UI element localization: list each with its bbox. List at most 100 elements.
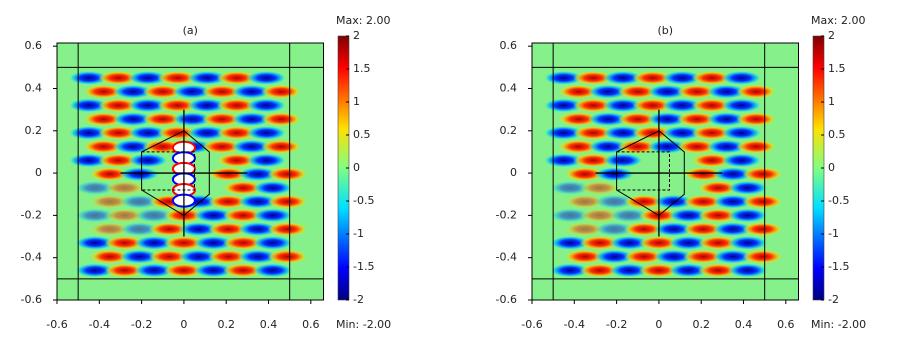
wave-lobe: [691, 98, 732, 113]
wave-lobe: [267, 194, 308, 209]
wave-lobe: [89, 249, 130, 264]
wave-lobe: [208, 249, 249, 264]
field: [532, 43, 799, 300]
wave-lobe: [104, 263, 145, 278]
colorbar-tick-label: -0.5: [353, 194, 374, 207]
colorbar-tick-label: -0.5: [828, 194, 849, 207]
wave-lobe: [216, 125, 257, 140]
wave-lobe: [89, 167, 130, 182]
wave-lobe: [588, 84, 629, 99]
wave-lobe: [594, 194, 635, 209]
wave-lobe: [127, 125, 168, 140]
x-tick-label: -0.4: [89, 318, 110, 331]
wave-lobe: [683, 194, 724, 209]
wave-lobe: [668, 235, 709, 250]
wave-lobe: [104, 208, 145, 223]
wave-lobe: [712, 167, 753, 182]
wave-lobe: [721, 98, 762, 113]
colorbar-tick-label: -1.5: [353, 260, 374, 273]
colorbar-tick-label: -2: [353, 293, 364, 306]
colorbar-tick-label: 1.5: [353, 62, 371, 75]
panel: (b) -0.6 -0.4 -0.2 0 0.2 0.4 0.6 -0.6 -0.4 -0.2 0 0.…: [496, 14, 867, 331]
wave-lobe: [698, 235, 739, 250]
wave-lobe: [134, 235, 175, 250]
wave-lobe: [149, 222, 190, 237]
wave-lobe: [75, 235, 116, 250]
wave-lobe: [223, 235, 264, 250]
wave-lobe: [172, 112, 213, 127]
wave-lobe: [564, 194, 605, 209]
wave-lobe: [736, 139, 777, 154]
wave-lobe: [579, 263, 620, 278]
wave-lobe: [208, 194, 249, 209]
y-tick-label: -0.2: [496, 208, 517, 221]
wave-lobe: [698, 263, 739, 278]
colorbar-tick-label: 1: [353, 95, 360, 108]
wave-lobe: [193, 235, 234, 250]
x-tick-label: 0.6: [302, 318, 320, 331]
colorbar-tick-label: -1: [353, 227, 364, 240]
wave-lobe: [676, 84, 717, 99]
wave-lobe: [691, 125, 732, 140]
wave-lobe: [172, 84, 213, 99]
wave-lobe: [187, 98, 228, 113]
y-tick-label: 0: [510, 166, 517, 179]
colorbar-tick-label: 1: [828, 95, 835, 108]
wave-lobe: [89, 222, 130, 237]
wave-lobe: [98, 70, 139, 85]
colorbar-max-label: Max: 2.00: [811, 14, 865, 27]
wave-lobe: [104, 235, 145, 250]
x-tick-label: -0.6: [46, 318, 67, 331]
y-tick-label: 0.6: [25, 39, 43, 52]
wave-lobe: [550, 235, 591, 250]
wave-lobe: [201, 139, 242, 154]
wave-lobe: [647, 139, 688, 154]
wave-lobe: [267, 222, 308, 237]
wave-lobe: [721, 153, 762, 168]
wave-lobe: [736, 84, 777, 99]
wave-lobe: [609, 208, 650, 223]
x-tick-label: 0.4: [735, 318, 753, 331]
wave-lobe: [712, 222, 753, 237]
wave-lobe: [252, 208, 293, 223]
wave-lobe: [237, 222, 278, 237]
wave-lobe: [564, 222, 605, 237]
wave-lobe: [573, 98, 614, 113]
plot-frame: [56, 42, 325, 301]
wave-lobe: [588, 112, 629, 127]
wave-lobe: [252, 263, 293, 278]
wave-lobe: [564, 167, 605, 182]
y-tick-label: 0.4: [25, 81, 43, 94]
wave-lobe: [246, 98, 287, 113]
field: [57, 43, 324, 300]
wave-lobe: [742, 167, 783, 182]
wave-lobe: [134, 263, 175, 278]
wave-lobe: [602, 98, 643, 113]
x-tick-label: 0.2: [692, 318, 710, 331]
plot-frame: [531, 42, 800, 301]
wave-lobe: [706, 84, 747, 99]
wave-lobe: [134, 208, 175, 223]
colorbar-tick-label: 0.5: [828, 128, 846, 141]
wave-lobe: [216, 98, 257, 113]
wave-lobe: [127, 153, 168, 168]
y-tick-label: -0.2: [21, 208, 42, 221]
wave-lobe: [113, 84, 154, 99]
wave-lobe: [550, 208, 591, 223]
y-tick-label: 0.2: [500, 124, 518, 137]
x-tick-label: -0.6: [521, 318, 542, 331]
wave-lobe: [98, 125, 139, 140]
wave-lobe: [187, 70, 228, 85]
x-tick-label: -0.2: [131, 318, 152, 331]
colorbar-tick-label: 2: [828, 29, 835, 42]
wave-lobe: [609, 263, 650, 278]
colorbar-tick-label: 1.5: [828, 62, 846, 75]
wave-lobe: [83, 112, 124, 127]
wave-lobe: [579, 208, 620, 223]
wave-lobe: [246, 70, 287, 85]
wave-lobe: [727, 263, 768, 278]
wave-lobe: [543, 153, 584, 168]
wave-lobe: [75, 208, 116, 223]
wave-lobe: [237, 167, 278, 182]
